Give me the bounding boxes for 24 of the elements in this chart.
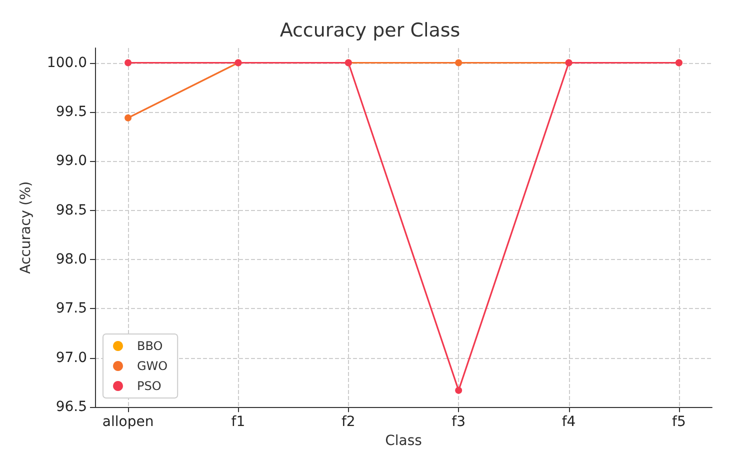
y-tick-label: 100.0: [46, 54, 87, 71]
y-tick-label: 98.5: [56, 202, 87, 218]
point: [124, 59, 132, 66]
x-tick-label: f2: [341, 414, 356, 430]
point: [455, 59, 462, 66]
legend-label: PSO: [137, 379, 162, 393]
y-tick-label: 96.5: [56, 399, 87, 416]
x-tick-label: f3: [452, 414, 466, 430]
y-axis-title: Accuracy (%): [18, 181, 34, 274]
legend-label: BBO: [137, 339, 163, 353]
x-tick-label: allopen: [102, 414, 154, 430]
y-tick-label: 97.5: [56, 300, 87, 317]
x-tick-label: f4: [562, 414, 576, 430]
x-tick-label: f1: [231, 414, 246, 430]
legend-label: GWO: [137, 359, 168, 373]
point: [455, 386, 462, 394]
point: [124, 114, 132, 122]
x-axis-title: Class: [385, 433, 422, 449]
y-tick-label: 99.0: [56, 153, 87, 170]
chart-title: Accuracy per Class: [280, 20, 460, 42]
y-tick-label: 97.0: [56, 350, 87, 366]
y-tick-label: 98.0: [56, 252, 87, 268]
y-tick-label: 99.5: [56, 104, 87, 120]
x-tick-label: f5: [672, 414, 686, 430]
